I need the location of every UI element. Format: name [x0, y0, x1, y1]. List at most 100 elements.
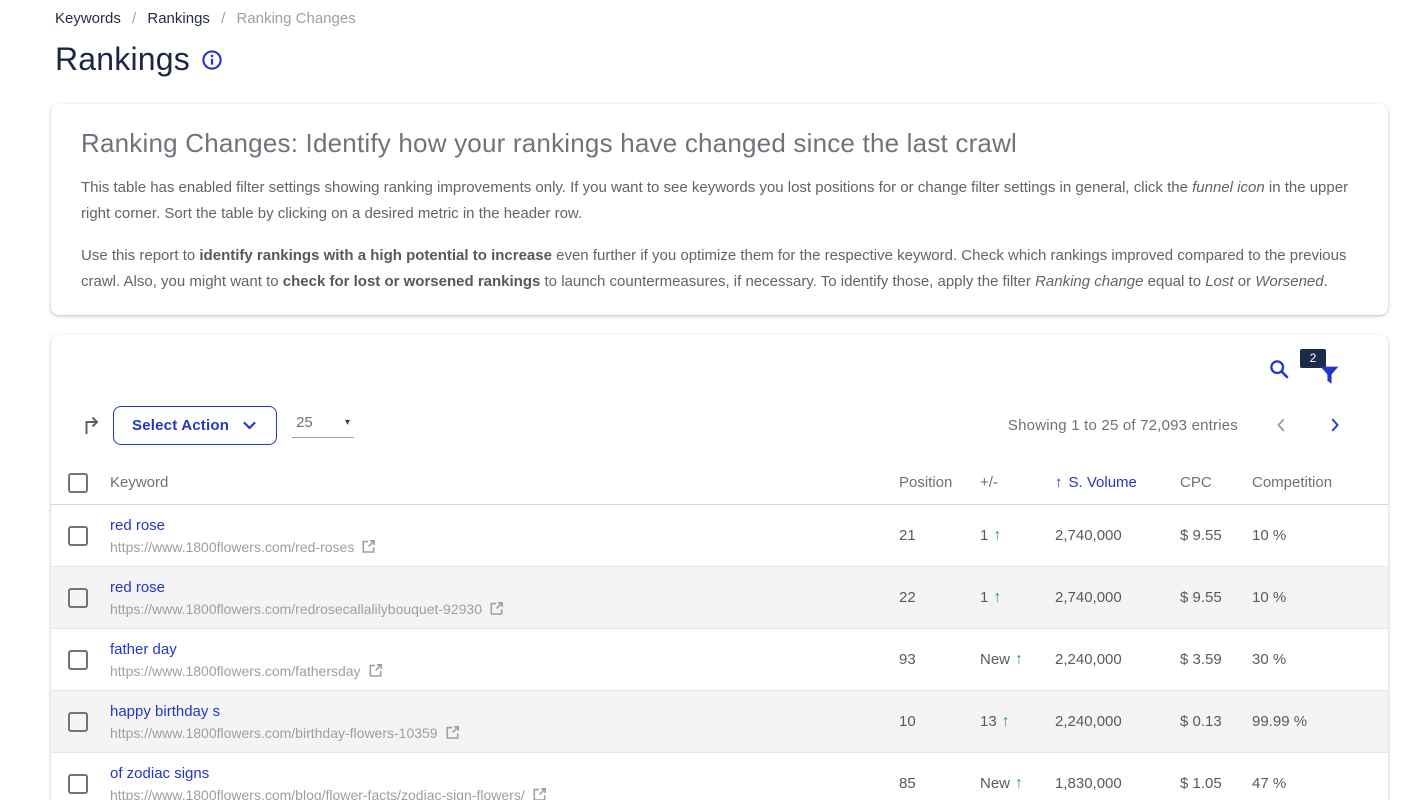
column-header-change[interactable]: +/-	[980, 474, 998, 491]
table-row: father day https://www.1800flowers.com/f…	[51, 629, 1388, 691]
select-action-button[interactable]: Select Action	[113, 405, 278, 445]
keyword-cell: red rose https://www.1800flowers.com/red…	[110, 517, 899, 555]
keyword-url: https://www.1800flowers.com/birthday-flo…	[110, 725, 879, 741]
up-arrow-icon: ↑	[993, 526, 1002, 544]
position-cell: 93	[899, 651, 916, 668]
keyword-link[interactable]: happy birthday s	[110, 702, 221, 720]
competition-cell: 10 %	[1252, 589, 1287, 606]
cpc-cell: $ 9.55	[1180, 589, 1222, 606]
intro-paragraph-2: Use this report to identify rankings wit…	[81, 247, 1347, 290]
external-link-icon[interactable]	[368, 663, 383, 678]
row-checkbox[interactable]	[68, 649, 88, 670]
cpc-cell: $ 9.55	[1180, 527, 1222, 544]
change-cell: 13 ↑	[980, 712, 1010, 731]
external-link-icon[interactable]	[361, 539, 376, 554]
search-icon[interactable]	[1267, 357, 1291, 386]
row-checkbox[interactable]	[68, 711, 88, 732]
volume-cell: 2,240,000	[1055, 713, 1122, 730]
intro-card: Ranking Changes: Identify how your ranki…	[51, 104, 1388, 315]
column-header-volume[interactable]: ↑ S. Volume	[1055, 474, 1137, 491]
volume-cell: 1,830,000	[1055, 775, 1122, 792]
keyword-url: https://www.1800flowers.com/fathersday	[110, 663, 879, 679]
up-arrow-icon: ↑	[1001, 712, 1010, 730]
position-cell: 10	[899, 713, 916, 730]
external-link-icon[interactable]	[445, 725, 460, 740]
change-cell: New ↑	[980, 774, 1024, 793]
breadcrumb-keywords[interactable]: Keywords	[55, 10, 121, 27]
select-all-checkbox[interactable]	[68, 472, 88, 493]
change-cell: 1 ↑	[980, 588, 1002, 607]
page-title: Rankings	[34, 41, 1388, 78]
volume-cell: 2,240,000	[1055, 651, 1122, 668]
keyword-url: https://www.1800flowers.com/redrosecalla…	[110, 601, 879, 617]
intro-paragraph-1: This table has enabled filter settings s…	[81, 179, 1349, 222]
column-header-cpc[interactable]: CPC	[1180, 474, 1212, 491]
funnel-icon[interactable]	[1317, 363, 1342, 391]
page-title-text: Rankings	[55, 41, 191, 77]
filter-funnel-wrap: 2	[1300, 349, 1342, 393]
up-arrow-icon: ↑	[1015, 774, 1024, 792]
row-checkbox[interactable]	[68, 587, 88, 608]
intro-heading: Ranking Changes: Identify how your ranki…	[81, 128, 1018, 158]
breadcrumb: Keywords / Rankings / Ranking Changes	[34, 10, 1388, 27]
cpc-cell: $ 1.05	[1180, 775, 1222, 792]
change-cell: 1 ↑	[980, 526, 1002, 545]
rankings-table-card: 2 Select Action	[51, 335, 1388, 800]
column-header-competition[interactable]: Competition	[1252, 474, 1333, 491]
showing-entries-text: Showing 1 to 25 of 72,093 entries	[1007, 416, 1238, 434]
sort-asc-icon: ↑	[1055, 474, 1063, 491]
next-page-icon[interactable]	[1326, 416, 1344, 434]
filter-count-badge: 2	[1300, 349, 1326, 368]
page-size-select[interactable]: 25 ▾	[292, 412, 355, 438]
select-action-label: Select Action	[132, 416, 230, 434]
cpc-cell: $ 0.13	[1180, 713, 1222, 730]
table-row: red rose https://www.1800flowers.com/red…	[51, 505, 1388, 567]
keyword-cell: father day https://www.1800flowers.com/f…	[110, 641, 899, 679]
rankings-table: Keyword Position +/- ↑ S. Volume CPC Comp…	[51, 461, 1388, 800]
keyword-cell: of zodiac signs https://www.1800flowers.…	[110, 765, 899, 800]
table-icon-toolbar: 2	[51, 349, 1388, 393]
breadcrumb-current: Ranking Changes	[236, 10, 356, 27]
change-cell: New ↑	[980, 650, 1024, 669]
row-checkbox[interactable]	[68, 525, 88, 546]
table-row: red rose https://www.1800flowers.com/red…	[51, 567, 1388, 629]
keyword-cell: happy birthday s https://www.1800flowers…	[110, 703, 899, 741]
competition-cell: 47 %	[1252, 775, 1287, 792]
breadcrumb-separator: /	[132, 10, 137, 27]
table-row: happy birthday s https://www.1800flowers…	[51, 691, 1388, 753]
table-row: of zodiac signs https://www.1800flowers.…	[51, 753, 1388, 800]
breadcrumb-rankings[interactable]: Rankings	[147, 10, 210, 27]
export-icon[interactable]	[80, 412, 104, 438]
column-header-position[interactable]: Position	[899, 474, 953, 491]
up-arrow-icon: ↑	[993, 588, 1002, 606]
keyword-url: https://www.1800flowers.com/blog/flower-…	[110, 787, 879, 800]
caret-down-icon: ▾	[345, 417, 351, 428]
previous-page-icon[interactable]	[1272, 416, 1290, 434]
competition-cell: 10 %	[1252, 527, 1287, 544]
external-link-icon[interactable]	[532, 787, 547, 800]
keyword-cell: red rose https://www.1800flowers.com/red…	[110, 579, 899, 617]
table-header-row: Keyword Position +/- ↑ S. Volume CPC Comp…	[51, 461, 1388, 505]
external-link-icon[interactable]	[489, 601, 504, 616]
keyword-url: https://www.1800flowers.com/red-roses	[110, 539, 879, 555]
volume-cell: 2,740,000	[1055, 589, 1122, 606]
table-controls: Select Action 25 ▾ Showing 1 to 25 of 72…	[51, 405, 1388, 445]
keyword-link[interactable]: red rose	[110, 516, 166, 534]
position-cell: 22	[899, 589, 916, 606]
position-cell: 85	[899, 775, 916, 792]
competition-cell: 30 %	[1252, 651, 1287, 668]
up-arrow-icon: ↑	[1015, 650, 1024, 668]
column-header-keyword[interactable]: Keyword	[110, 474, 169, 491]
volume-cell: 2,740,000	[1055, 527, 1122, 544]
keyword-link[interactable]: red rose	[110, 578, 166, 596]
chevron-down-icon	[241, 417, 258, 434]
row-checkbox[interactable]	[68, 773, 88, 794]
keyword-link[interactable]: father day	[110, 640, 177, 658]
keyword-link[interactable]: of zodiac signs	[110, 764, 210, 782]
pagination: Showing 1 to 25 of 72,093 entries	[1008, 416, 1344, 434]
competition-cell: 99.99 %	[1252, 713, 1308, 730]
page-size-value: 25	[296, 414, 313, 431]
info-icon[interactable]	[200, 48, 224, 72]
cpc-cell: $ 3.59	[1180, 651, 1222, 668]
